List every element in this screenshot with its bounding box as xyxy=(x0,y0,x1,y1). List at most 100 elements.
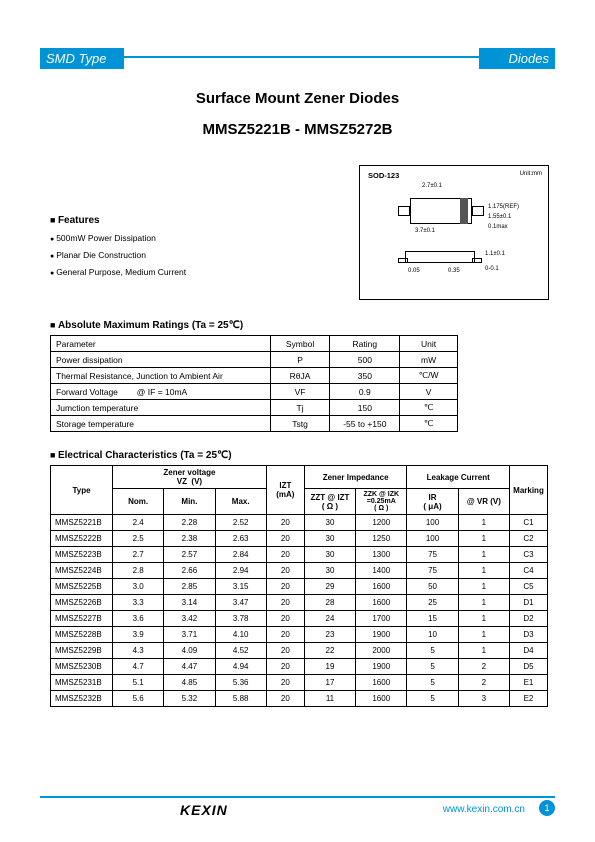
feature-item: 500mW Power Dissipation xyxy=(50,233,186,243)
ec-min: 4.85 xyxy=(164,675,215,691)
elec-row: MMSZ5224B2.82.662.9420301400751C4 xyxy=(51,563,548,579)
eh-mk: Marking xyxy=(510,466,548,515)
abs-row: Forward Voltage @ IF = 10mAVF0.9V xyxy=(51,384,458,400)
dim-h: 1.55±0.1 xyxy=(488,214,511,220)
ec-mk: C4 xyxy=(510,563,548,579)
ec-min: 2.28 xyxy=(164,515,215,531)
abs-h-rating: Rating xyxy=(330,336,400,352)
elec-char-section: Electrical Characteristics (Ta = 25℃) Ty… xyxy=(50,450,549,707)
abs-heading: Absolute Maximum Ratings (Ta = 25℃) xyxy=(50,320,549,331)
ec-min: 4.09 xyxy=(164,643,215,659)
ec-zzt: 30 xyxy=(304,563,355,579)
ec-max: 5.88 xyxy=(215,691,266,707)
ec-min: 3.14 xyxy=(164,595,215,611)
abs-h-sym: Symbol xyxy=(270,336,330,352)
abs-unit: V xyxy=(400,384,458,400)
page-number: 1 xyxy=(539,800,555,816)
ec-max: 4.94 xyxy=(215,659,266,675)
dim-top-w: 2.7±0.1 xyxy=(422,183,442,189)
abs-param: Storage temperature xyxy=(51,416,271,432)
ec-zzt: 24 xyxy=(304,611,355,627)
ec-izt: 20 xyxy=(266,643,304,659)
pkg-unit: Unit:mm xyxy=(520,171,542,177)
ec-zzk: 2000 xyxy=(356,643,407,659)
eh-vr: @ VR (V) xyxy=(458,489,509,515)
abs-head-row: Parameter Symbol Rating Unit xyxy=(51,336,458,352)
elec-row: MMSZ5226B3.33.143.4720281600251D1 xyxy=(51,595,548,611)
ec-type: MMSZ5227B xyxy=(51,611,113,627)
abs-sym: Tj xyxy=(270,400,330,416)
title2: MMSZ5221B - MMSZ5272B xyxy=(0,121,595,138)
footer-url: www.kexin.com.cn xyxy=(443,804,525,815)
abs-param: Power dissipation xyxy=(51,352,271,368)
abs-row: Thermal Resistance, Junction to Ambient … xyxy=(51,368,458,384)
ec-min: 5.32 xyxy=(164,691,215,707)
ec-type: MMSZ5221B xyxy=(51,515,113,531)
ec-nom: 3.9 xyxy=(113,627,164,643)
ec-nom: 5.6 xyxy=(113,691,164,707)
abs-h-unit: Unit xyxy=(400,336,458,352)
pkg-lead-left xyxy=(398,206,410,216)
ec-zzt: 19 xyxy=(304,659,355,675)
eh-zzk: ZZK @ IZK =0.25mA ( Ω ) xyxy=(356,489,407,515)
ec-nom: 2.7 xyxy=(113,547,164,563)
ec-izt: 20 xyxy=(266,515,304,531)
ec-max: 2.84 xyxy=(215,547,266,563)
dim-thick: 1.1±0.1 xyxy=(485,251,505,257)
header-left: SMD Type xyxy=(40,48,124,69)
ec-ir: 15 xyxy=(407,611,458,627)
elec-row: MMSZ5222B2.52.382.63203012501001C2 xyxy=(51,531,548,547)
ec-zzk: 1400 xyxy=(356,563,407,579)
ec-vr: 2 xyxy=(458,675,509,691)
ec-izt: 20 xyxy=(266,675,304,691)
ec-mk: E2 xyxy=(510,691,548,707)
ec-zzk: 1200 xyxy=(356,515,407,531)
pkg-side-lead-r xyxy=(472,258,482,263)
features-heading: Features xyxy=(50,215,186,226)
elec-row: MMSZ5232B5.65.325.882011160053E2 xyxy=(51,691,548,707)
ec-mk: D1 xyxy=(510,595,548,611)
abs-unit: ℃ xyxy=(400,416,458,432)
dim-t: 0.1max xyxy=(488,224,508,230)
elec-row: MMSZ5225B3.02.853.1520291600501C5 xyxy=(51,579,548,595)
elec-head-row1: Type Zener voltage VZ (V) IZT (mA) Zener… xyxy=(51,466,548,489)
logo: KEXIN xyxy=(180,802,228,818)
ec-ir: 5 xyxy=(407,659,458,675)
elec-row: MMSZ5231B5.14.855.362017160052E1 xyxy=(51,675,548,691)
ec-izt: 20 xyxy=(266,531,304,547)
footer: KEXIN www.kexin.com.cn 1 xyxy=(40,796,555,818)
ec-type: MMSZ5222B xyxy=(51,531,113,547)
ec-vr: 1 xyxy=(458,627,509,643)
ec-zzt: 11 xyxy=(304,691,355,707)
abs-sym: Tstg xyxy=(270,416,330,432)
ec-ir: 50 xyxy=(407,579,458,595)
ec-izt: 20 xyxy=(266,611,304,627)
elec-table: Type Zener voltage VZ (V) IZT (mA) Zener… xyxy=(50,465,548,707)
ec-ir: 75 xyxy=(407,563,458,579)
ec-ir: 5 xyxy=(407,675,458,691)
feature-item: Planar Die Construction xyxy=(50,250,186,260)
abs-rating: 0.9 xyxy=(330,384,400,400)
ec-mk: D3 xyxy=(510,627,548,643)
ec-max: 3.78 xyxy=(215,611,266,627)
elec-row: MMSZ5230B4.74.474.942019190052D5 xyxy=(51,659,548,675)
ec-nom: 4.3 xyxy=(113,643,164,659)
eh-lc: Leakage Current xyxy=(407,466,510,489)
ec-max: 3.47 xyxy=(215,595,266,611)
ec-vr: 1 xyxy=(458,547,509,563)
ec-zzk: 1250 xyxy=(356,531,407,547)
ec-type: MMSZ5230B xyxy=(51,659,113,675)
ec-mk: C3 xyxy=(510,547,548,563)
ec-type: MMSZ5232B xyxy=(51,691,113,707)
ec-mk: C5 xyxy=(510,579,548,595)
ec-max: 2.63 xyxy=(215,531,266,547)
eh-izt: IZT (mA) xyxy=(266,466,304,515)
ec-nom: 2.4 xyxy=(113,515,164,531)
ec-mk: D5 xyxy=(510,659,548,675)
ec-vr: 2 xyxy=(458,659,509,675)
ec-nom: 3.0 xyxy=(113,579,164,595)
ec-zzt: 17 xyxy=(304,675,355,691)
ec-nom: 2.5 xyxy=(113,531,164,547)
ec-vr: 1 xyxy=(458,643,509,659)
ec-vr: 1 xyxy=(458,579,509,595)
